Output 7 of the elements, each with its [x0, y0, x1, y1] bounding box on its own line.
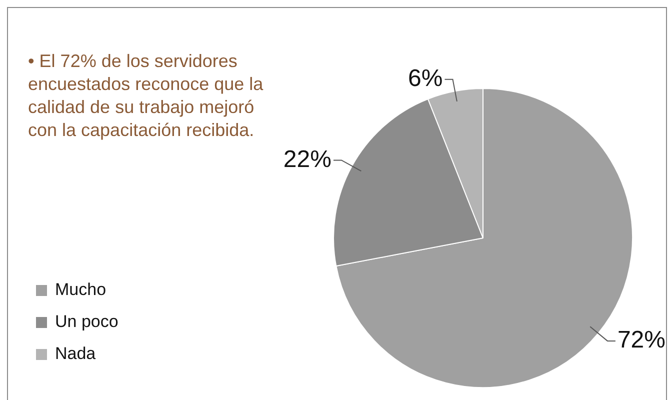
data-label: 22%	[283, 146, 332, 173]
legend-label: Nada	[55, 344, 96, 364]
legend-label: Mucho	[55, 280, 106, 300]
data-label: 72%	[617, 326, 666, 354]
data-label: 6%	[408, 64, 443, 92]
text: • El 72% de los servidores encuestados reconoce que la calidad de su trabajo mejoró con la capacitación recibida.	[28, 50, 264, 142]
legend-label: Un poco	[55, 312, 118, 332]
